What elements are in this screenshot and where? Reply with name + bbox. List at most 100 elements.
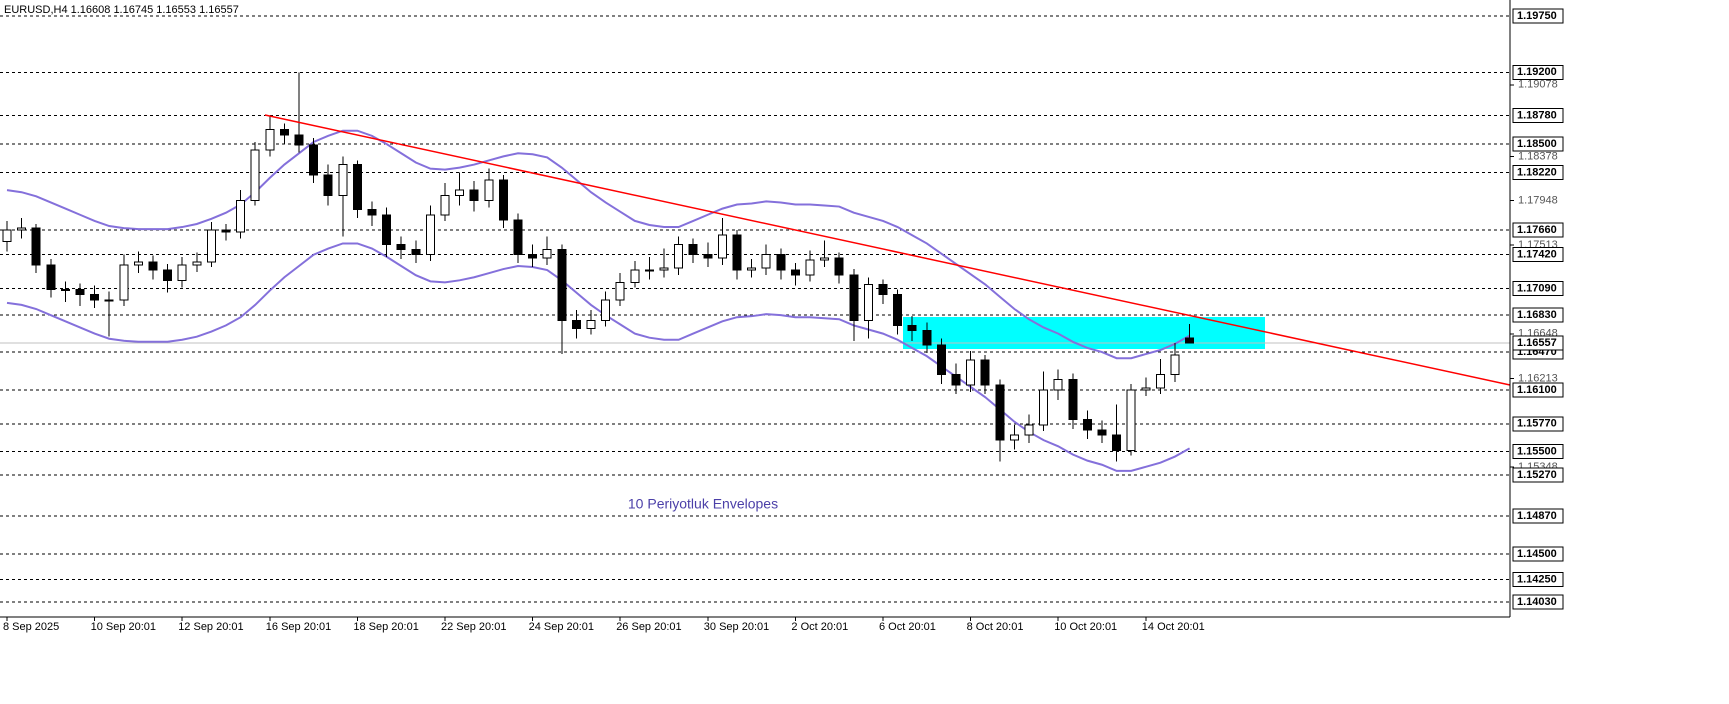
header: EURUSD,H4 1.16608 1.16745 1.16553 1.1655… bbox=[4, 4, 239, 16]
trend-line bbox=[264, 114, 1511, 386]
x-tick-label: 2 Oct 20:01 bbox=[791, 621, 848, 633]
x-tick-label: 12 Sep 20:01 bbox=[178, 621, 243, 633]
y-tick-label: 1.17948 bbox=[1518, 195, 1558, 207]
candle-body bbox=[557, 249, 567, 321]
candle-body bbox=[1155, 374, 1165, 389]
x-tick-label: 8 Sep 2025 bbox=[3, 621, 59, 633]
candle-body bbox=[1185, 337, 1195, 344]
y-tick-label: 1.18378 bbox=[1518, 150, 1558, 162]
level-label: 1.14030 bbox=[1517, 596, 1557, 608]
candle-body bbox=[119, 264, 129, 301]
level-label-box bbox=[1512, 222, 1564, 238]
candle-body bbox=[732, 234, 742, 271]
candle-body bbox=[367, 209, 377, 216]
level-label: 1.18220 bbox=[1517, 167, 1557, 179]
y-tick-label: 1.16213 bbox=[1518, 372, 1558, 384]
candle-body bbox=[425, 214, 435, 256]
candle-body bbox=[1068, 379, 1078, 421]
candle-body bbox=[148, 261, 158, 271]
candle-body bbox=[309, 144, 319, 176]
candle-body bbox=[163, 269, 173, 281]
x-tick-label: 22 Sep 20:01 bbox=[441, 621, 506, 633]
y-tick-label: 1.19078 bbox=[1518, 79, 1558, 91]
level-label: 1.14870 bbox=[1517, 510, 1557, 522]
level-label: 1.17420 bbox=[1517, 249, 1557, 261]
level-label-box bbox=[1512, 136, 1564, 152]
candle-body bbox=[703, 254, 713, 259]
candle-body bbox=[1082, 419, 1092, 431]
candle-body bbox=[17, 227, 27, 231]
level-label-box bbox=[1512, 443, 1564, 459]
candle-body bbox=[1141, 387, 1151, 391]
candle-body bbox=[1112, 434, 1122, 451]
candle-body bbox=[878, 283, 888, 296]
candle-body bbox=[674, 243, 684, 269]
candle-body bbox=[513, 219, 523, 256]
level-label-box bbox=[1512, 307, 1564, 323]
candle-body bbox=[352, 164, 362, 211]
candle-body bbox=[294, 134, 304, 146]
resistance-zone bbox=[903, 317, 1265, 349]
overlay-layer bbox=[903, 317, 1265, 349]
level-label-box bbox=[1512, 64, 1564, 80]
candle-body bbox=[338, 164, 348, 196]
x-tick-label: 8 Oct 20:01 bbox=[967, 621, 1024, 633]
level-label-box bbox=[1512, 247, 1564, 263]
candle-body bbox=[60, 289, 70, 292]
candle-body bbox=[192, 261, 202, 266]
level-label-box bbox=[1512, 8, 1564, 24]
level-label: 1.14500 bbox=[1517, 548, 1557, 560]
x-tick-label: 14 Oct 20:01 bbox=[1142, 621, 1205, 633]
candle-body bbox=[849, 274, 859, 321]
candle-body bbox=[907, 324, 917, 332]
candle-body bbox=[484, 179, 494, 201]
candle-body bbox=[688, 243, 698, 256]
candle-body bbox=[980, 359, 990, 386]
candle-body bbox=[615, 281, 625, 301]
candle-body bbox=[1097, 429, 1107, 436]
candle-body bbox=[440, 194, 450, 216]
candle-body bbox=[1024, 424, 1034, 436]
level-label-box bbox=[1512, 594, 1564, 610]
candle-body bbox=[601, 299, 611, 321]
candle-body bbox=[951, 374, 961, 386]
level-label: 1.17090 bbox=[1517, 282, 1557, 294]
x-tick-label: 10 Sep 20:01 bbox=[91, 621, 156, 633]
candle-body bbox=[31, 227, 41, 266]
candle-body bbox=[790, 269, 800, 276]
candle-body bbox=[586, 319, 596, 329]
level-label-box bbox=[1512, 165, 1564, 181]
level-label-box bbox=[1512, 467, 1564, 483]
candle-body bbox=[644, 269, 654, 272]
candle-body bbox=[834, 257, 844, 276]
candle-body bbox=[46, 264, 56, 291]
levels bbox=[0, 15, 1510, 603]
candle-body bbox=[206, 229, 216, 263]
x-tick-label: 24 Sep 20:01 bbox=[529, 621, 594, 633]
candle-body bbox=[922, 330, 932, 346]
candle-body bbox=[1170, 354, 1180, 376]
candle-body bbox=[571, 319, 581, 329]
candle-body bbox=[104, 299, 114, 302]
candle-body bbox=[323, 174, 333, 196]
level-label: 1.15770 bbox=[1517, 418, 1557, 430]
candle-body bbox=[659, 267, 669, 271]
candle-body bbox=[455, 189, 465, 196]
x-tick-label: 6 Oct 20:01 bbox=[879, 621, 936, 633]
candle-body bbox=[1009, 434, 1019, 441]
candle-body bbox=[747, 267, 757, 271]
candle-body bbox=[528, 254, 538, 259]
candle-body bbox=[1039, 389, 1049, 426]
candle-body bbox=[936, 344, 946, 376]
candle-body bbox=[542, 249, 552, 259]
level-label: 1.19750 bbox=[1517, 10, 1557, 22]
candle-body bbox=[820, 257, 830, 261]
candle-body bbox=[498, 179, 508, 221]
candle-body bbox=[1053, 379, 1063, 391]
level-label: 1.18500 bbox=[1517, 138, 1557, 150]
x-tick-label: 16 Sep 20:01 bbox=[266, 621, 331, 633]
level-label-box bbox=[1512, 281, 1564, 297]
annotation: 10 Periyotluk Envelopes bbox=[628, 496, 778, 512]
candle-body bbox=[411, 249, 421, 256]
